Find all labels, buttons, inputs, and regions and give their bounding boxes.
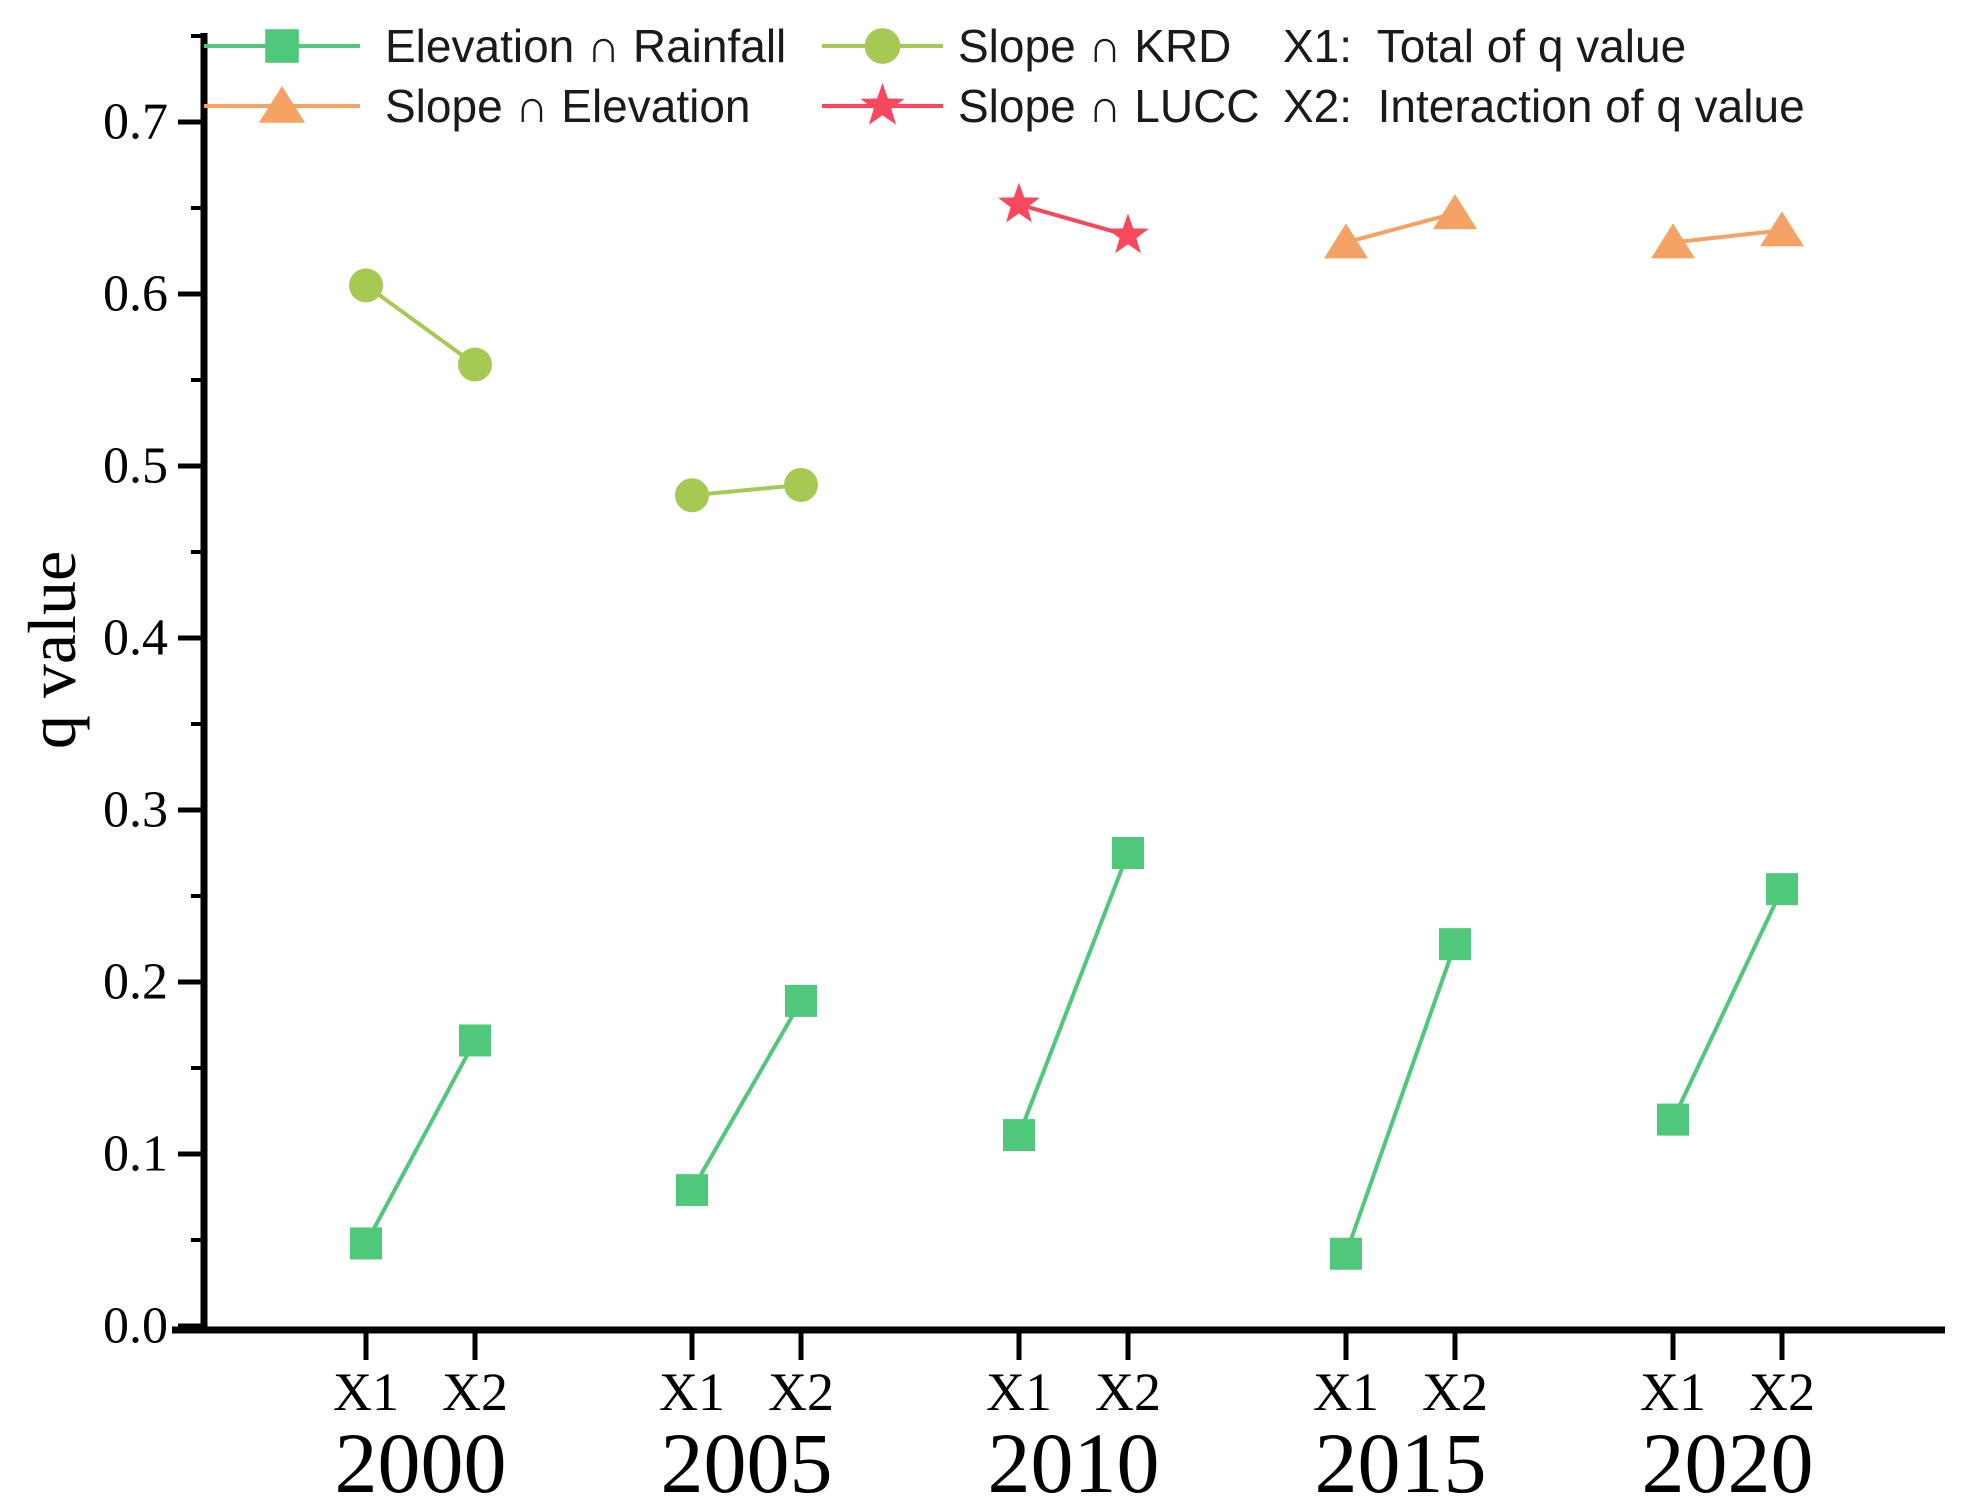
svg-text:2005: 2005 (661, 1415, 833, 1506)
svg-text:2015: 2015 (1315, 1415, 1487, 1506)
svg-text:X1: X1 (986, 1362, 1052, 1422)
svg-text:0.7: 0.7 (103, 94, 168, 151)
svg-text:X1: X1 (659, 1362, 725, 1422)
legend-note-x1: X1: Total of q value (1283, 20, 1687, 72)
svg-text:0.2: 0.2 (103, 954, 168, 1011)
svg-text:X2: X2 (768, 1362, 834, 1422)
svg-text:2020: 2020 (1642, 1415, 1814, 1506)
svg-text:2010: 2010 (988, 1415, 1160, 1506)
legend-label-slope-lucc: Slope ∩ LUCC (958, 80, 1260, 132)
svg-text:q value: q value (14, 551, 90, 749)
legend-label-slope-krd: Slope ∩ KRD (958, 20, 1232, 72)
legend-row-2: Slope ∩ Elevation Slope ∩ LUCC X2: Inter… (0, 76, 1964, 136)
svg-text:X1: X1 (1313, 1362, 1379, 1422)
legend-marker-elevation-rainfall-icon (204, 29, 360, 63)
legend-note-x2: X2: Interaction of q value (1283, 80, 1805, 132)
legend-label-elevation-rainfall: Elevation ∩ Rainfall (385, 20, 787, 72)
svg-text:X1: X1 (1640, 1362, 1706, 1422)
svg-text:0.6: 0.6 (103, 266, 168, 323)
legend-marker-slope-krd-icon (822, 28, 943, 64)
svg-text:0.5: 0.5 (103, 438, 168, 495)
svg-text:X2: X2 (1749, 1362, 1815, 1422)
svg-text:0.0: 0.0 (103, 1298, 168, 1355)
legend-marker-slope-elevation-icon (204, 86, 360, 123)
svg-text:0.3: 0.3 (103, 782, 168, 839)
legend-label-slope-elevation: Slope ∩ Elevation (385, 80, 751, 132)
svg-text:X2: X2 (442, 1362, 508, 1422)
svg-text:X2: X2 (1095, 1362, 1161, 1422)
svg-text:2000: 2000 (335, 1415, 507, 1506)
svg-text:X2: X2 (1422, 1362, 1488, 1422)
legend-row-1: Elevation ∩ Rainfall Slope ∩ KRD X1: Tot… (0, 16, 1964, 76)
svg-text:0.1: 0.1 (103, 1126, 168, 1183)
svg-text:X1: X1 (333, 1362, 399, 1422)
legend-marker-slope-lucc-icon (822, 82, 943, 125)
svg-text:0.4: 0.4 (103, 610, 168, 667)
